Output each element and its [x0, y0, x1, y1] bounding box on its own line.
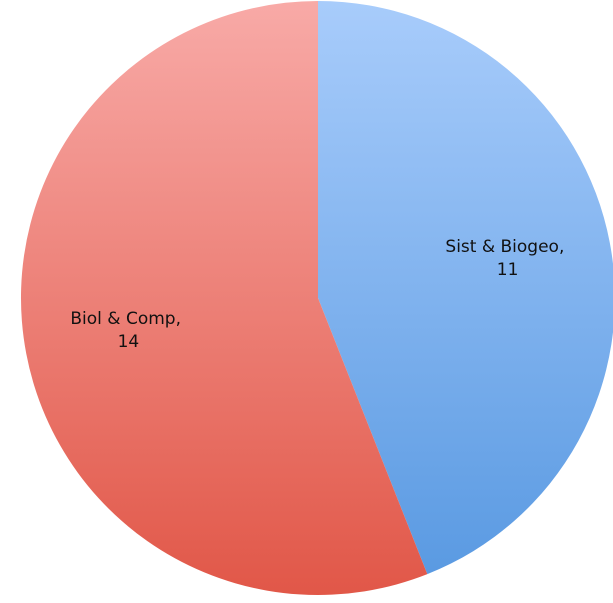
pie-labels: Sist & Biogeo, 11 Biol & Comp, 14 — [70, 237, 569, 352]
slice-label-line1: Sist & Biogeo, — [445, 237, 564, 257]
pie-slice-biol-comp — [20, 0, 428, 596]
slice-label-line1: Biol & Comp, — [70, 309, 181, 329]
pie-slice-sist-biogeo — [318, 1, 613, 575]
slice-label-sist-biogeo: Sist & Biogeo, 11 — [445, 237, 569, 280]
pie-slices — [20, 0, 613, 596]
slice-label-line2: 14 — [118, 332, 140, 352]
slice-label-biol-comp: Biol & Comp, 14 — [70, 309, 186, 352]
slice-label-line2: 11 — [497, 260, 519, 280]
